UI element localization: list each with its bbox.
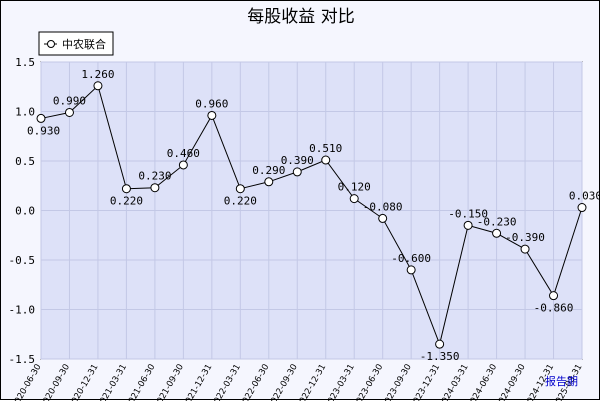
data-point-marker (578, 204, 586, 212)
y-tick-label: 0.5 (15, 155, 35, 168)
data-point-marker (550, 292, 558, 300)
data-point-marker (37, 114, 45, 122)
data-label: -0.600 (391, 252, 431, 265)
legend: 中农联合 (39, 32, 113, 55)
data-point-marker (521, 245, 529, 253)
data-point-marker (179, 161, 187, 169)
data-point-marker (322, 156, 330, 164)
x-tick-label: 2020-06-30 (10, 363, 43, 401)
x-tick-label: 2024-09-30 (494, 363, 527, 401)
y-tick-label: -0.5 (9, 254, 36, 267)
data-point-marker (151, 184, 159, 192)
x-tick-label: 2023-12-31 (409, 363, 442, 401)
data-point-marker (94, 82, 102, 90)
data-label: 1.260 (81, 68, 114, 81)
y-tick-label: 1.0 (15, 106, 35, 119)
data-label: 0.030 (569, 190, 600, 203)
data-point-marker (265, 178, 273, 186)
data-label: 0.460 (167, 147, 200, 160)
x-tick-label: 2020-09-30 (39, 363, 72, 401)
data-label: 0.990 (53, 94, 86, 107)
x-tick-label: 2021-12-31 (181, 363, 214, 401)
x-tick-label: 2023-09-30 (380, 363, 413, 401)
legend-marker-swatch (48, 41, 55, 48)
data-point-marker (493, 229, 501, 237)
data-label: 0.960 (195, 97, 228, 110)
x-axis: 2020-06-302020-09-302020-12-312021-03-31… (10, 362, 584, 401)
y-tick-label: -1.0 (9, 304, 36, 317)
data-label: -0.230 (477, 215, 517, 228)
y-tick-label: 1.5 (15, 56, 35, 69)
data-label: -0.080 (363, 200, 403, 213)
data-point-marker (293, 168, 301, 176)
data-point-marker (436, 340, 444, 348)
data-point-marker (464, 221, 472, 229)
data-point-marker (236, 185, 244, 193)
data-label: 0.220 (110, 195, 143, 208)
data-label: -1.350 (420, 350, 460, 363)
data-point-marker (122, 185, 130, 193)
y-axis: 1.5 1.0 0.5 0.0 -0.5 -1.0 -1.5 (9, 56, 36, 366)
x-tick-label: 2024-06-30 (466, 363, 499, 401)
y-tick-label: -1.5 (9, 353, 36, 366)
x-tick-label: 2023-03-31 (323, 363, 356, 401)
x-tick-label: 2021-03-31 (96, 363, 129, 401)
data-point-marker (407, 266, 415, 274)
x-tick-label: 2020-12-31 (67, 363, 100, 401)
x-tick-label: 2023-06-30 (352, 363, 385, 401)
x-tick-label: 2022-12-31 (295, 363, 328, 401)
data-label: 0.510 (309, 142, 342, 155)
x-tick-label: 2021-06-30 (124, 363, 157, 401)
data-point-marker (208, 111, 216, 119)
data-label: 0.390 (281, 154, 314, 167)
chart-title: 每股收益 对比 (247, 7, 354, 27)
data-label: -0.860 (534, 302, 574, 315)
x-tick-label: 2022-06-30 (238, 363, 271, 401)
y-tick-label: 0.0 (15, 205, 35, 218)
x-period-label: 报告期 (545, 374, 578, 388)
x-tick-label: 2022-03-31 (210, 363, 243, 401)
data-point-marker (379, 214, 387, 222)
data-label: 0.930 (27, 124, 60, 137)
x-tick-label: 2021-09-30 (153, 363, 186, 401)
data-label: 0.220 (224, 195, 257, 208)
data-label: 0.120 (338, 181, 371, 194)
data-label: -0.390 (505, 231, 545, 244)
x-tick-label: 2022-09-30 (266, 363, 299, 401)
data-label: 0.230 (138, 170, 171, 183)
legend-series-name: 中农联合 (62, 37, 106, 51)
data-point-marker (350, 195, 358, 203)
data-point-marker (65, 108, 73, 116)
x-tick-label: 2024-03-31 (437, 362, 470, 401)
